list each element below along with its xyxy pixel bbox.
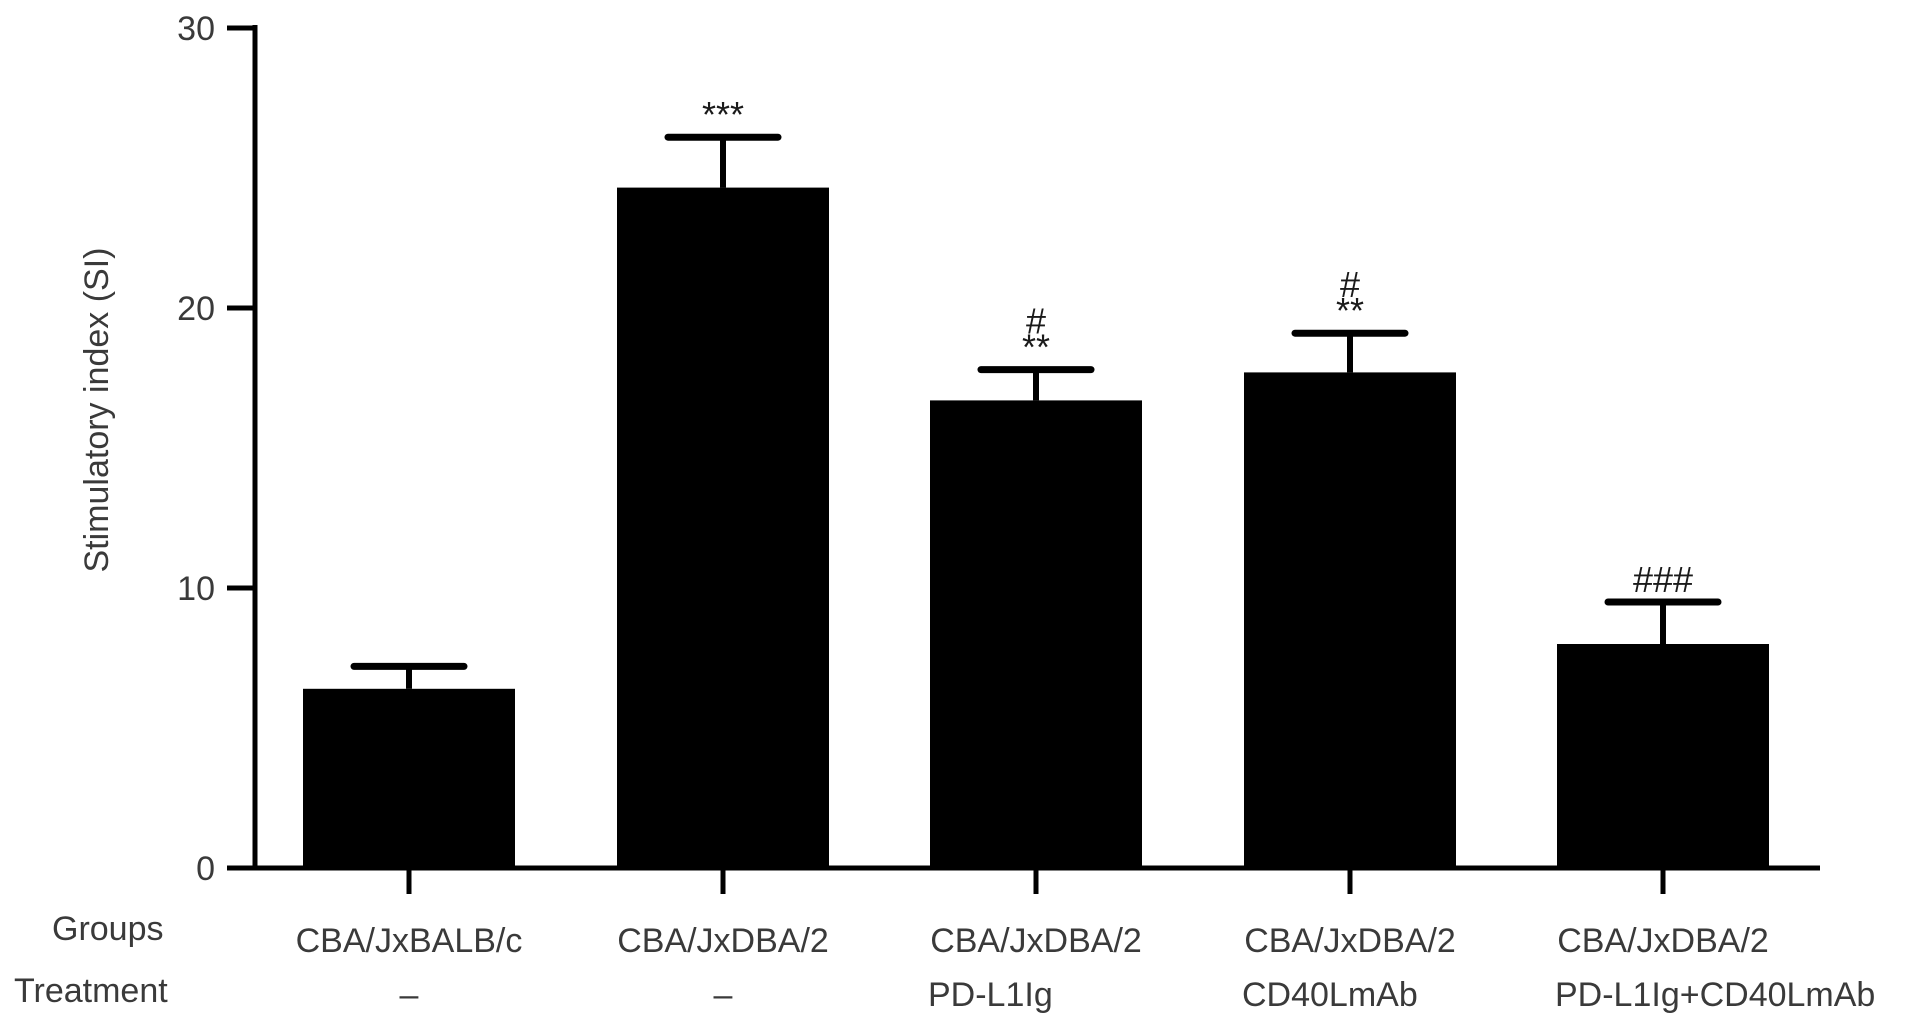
group-label: CBA/JxDBA/2 [1557,922,1769,960]
treatment-label: PD-L1Ig [928,976,1053,1014]
significance-marker: # [1340,264,1360,305]
treatment-label: PD-L1Ig+CD40LmAb [1555,976,1875,1014]
significance-marker: ** [1336,290,1364,331]
treatment-row-label: Treatment [14,972,168,1010]
significance-marker: ### [1633,559,1693,600]
group-label: CBA/JxDBA/2 [617,922,829,960]
group-label: CBA/JxDBA/2 [1244,922,1456,960]
significance-markers: *****# **#### [702,94,1693,600]
y-axis: 0 10 20 30 [177,10,258,888]
x-axis [255,865,1820,894]
bar [1244,372,1456,868]
group-label: CBA/JxDBA/2 [930,922,1142,960]
bar [1557,644,1769,868]
category-labels: CBA/JxBALB/c – CBA/JxDBA/2 – CBA/JxDBA/2 PD-L… [296,922,1876,1014]
group-label: CBA/JxBALB/c [296,922,523,960]
treatment-label: CD40LmAb [1242,976,1418,1014]
significance-marker: *** [702,94,744,135]
y-axis-title: Stimulatory index (SI) [78,248,116,573]
bar [303,688,515,868]
groups-row-label: Groups [52,910,164,948]
bar [930,400,1142,868]
bar [617,187,829,869]
y-tick-label: 10 [177,570,215,608]
treatment-label: – [714,976,733,1014]
significance-marker: ** [1022,327,1050,368]
treatment-label: – [400,976,419,1014]
significance-marker: # [1026,301,1046,342]
y-tick-label: 30 [177,10,215,48]
y-tick-label: 0 [196,850,215,888]
error-bars [350,133,1722,689]
bars [303,187,1769,869]
y-tick-label: 20 [177,290,215,328]
